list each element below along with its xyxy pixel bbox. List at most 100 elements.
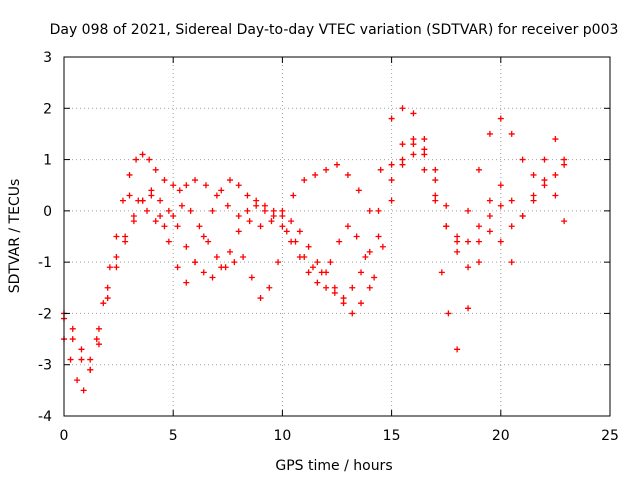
- data-point: [443, 223, 450, 230]
- data-point: [78, 346, 85, 353]
- data-point: [292, 238, 299, 245]
- data-point: [331, 289, 338, 296]
- data-point: [331, 284, 338, 291]
- data-point: [126, 171, 133, 178]
- y-tick-label: 2: [43, 101, 52, 117]
- data-point: [323, 166, 330, 173]
- data-point: [312, 171, 319, 178]
- data-point: [541, 156, 548, 163]
- data-point: [336, 238, 343, 245]
- data-point: [69, 336, 76, 343]
- data-point: [421, 146, 428, 153]
- x-tick-label: 0: [60, 428, 69, 444]
- data-point: [176, 187, 183, 194]
- data-point: [119, 197, 126, 204]
- data-point: [388, 197, 395, 204]
- y-tick-label: 1: [43, 153, 52, 169]
- data-point: [157, 212, 164, 219]
- data-point: [235, 212, 242, 219]
- data-point: [432, 166, 439, 173]
- data-point: [445, 310, 452, 317]
- data-point: [465, 264, 472, 271]
- data-point: [170, 182, 177, 189]
- data-point: [355, 187, 362, 194]
- data-point: [183, 243, 190, 250]
- data-point: [366, 248, 373, 255]
- data-point: [353, 233, 360, 240]
- y-tick-label: -4: [38, 409, 52, 425]
- data-point: [74, 377, 81, 384]
- data-point: [301, 254, 308, 261]
- track-3: [61, 136, 515, 373]
- data-point: [213, 254, 220, 261]
- data-point: [314, 259, 321, 266]
- data-point: [183, 279, 190, 286]
- data-point: [508, 223, 515, 230]
- data-point: [561, 218, 568, 225]
- data-point: [104, 295, 111, 302]
- data-point: [113, 254, 120, 261]
- data-point: [240, 254, 247, 261]
- data-point: [67, 356, 74, 363]
- data-point: [530, 171, 537, 178]
- data-point: [410, 136, 417, 143]
- data-point: [432, 197, 439, 204]
- data-point: [508, 197, 515, 204]
- data-point: [170, 212, 177, 219]
- data-point: [80, 387, 87, 394]
- data-point: [244, 192, 251, 199]
- data-point: [130, 218, 137, 225]
- data-point: [454, 233, 461, 240]
- data-point: [497, 238, 504, 245]
- data-point: [296, 228, 303, 235]
- data-point: [375, 233, 382, 240]
- data-point: [375, 207, 382, 214]
- plot-frame: [63, 56, 611, 417]
- data-point: [178, 202, 185, 209]
- data-point: [248, 274, 255, 281]
- data-point: [349, 284, 356, 291]
- y-tick-label: -3: [38, 358, 52, 374]
- x-tick-label: 10: [273, 428, 291, 444]
- data-point: [224, 202, 231, 209]
- data-point: [561, 156, 568, 163]
- data-point: [421, 136, 428, 143]
- data-point: [377, 166, 384, 173]
- data-point: [475, 223, 482, 230]
- data-point: [508, 259, 515, 266]
- data-point: [399, 105, 406, 112]
- data-point: [508, 130, 515, 137]
- data-point: [148, 192, 155, 199]
- data-point: [261, 207, 268, 214]
- data-point: [231, 259, 238, 266]
- data-point: [323, 284, 330, 291]
- data-point: [139, 151, 146, 158]
- track-4: [126, 151, 568, 302]
- data-point: [200, 269, 207, 276]
- data-point: [104, 284, 111, 291]
- data-point: [305, 269, 312, 276]
- data-point: [454, 238, 461, 245]
- data-point: [283, 228, 290, 235]
- data-point: [465, 238, 472, 245]
- data-point: [235, 228, 242, 235]
- data-point: [305, 243, 312, 250]
- data-point: [340, 300, 347, 307]
- data-point: [327, 259, 334, 266]
- data-point: [244, 207, 251, 214]
- data-point: [165, 238, 172, 245]
- data-point: [301, 177, 308, 184]
- data-point: [486, 130, 493, 137]
- data-point: [87, 356, 94, 363]
- data-point: [275, 259, 282, 266]
- data-point: [257, 295, 264, 302]
- data-point: [497, 115, 504, 122]
- data-point: [187, 207, 194, 214]
- data-point: [222, 264, 229, 271]
- data-point: [133, 156, 140, 163]
- y-tick-label: 3: [43, 50, 52, 66]
- chart-title: Day 098 of 2021, Sidereal Day-to-day VTE…: [50, 22, 619, 38]
- data-point: [218, 187, 225, 194]
- data-point: [475, 259, 482, 266]
